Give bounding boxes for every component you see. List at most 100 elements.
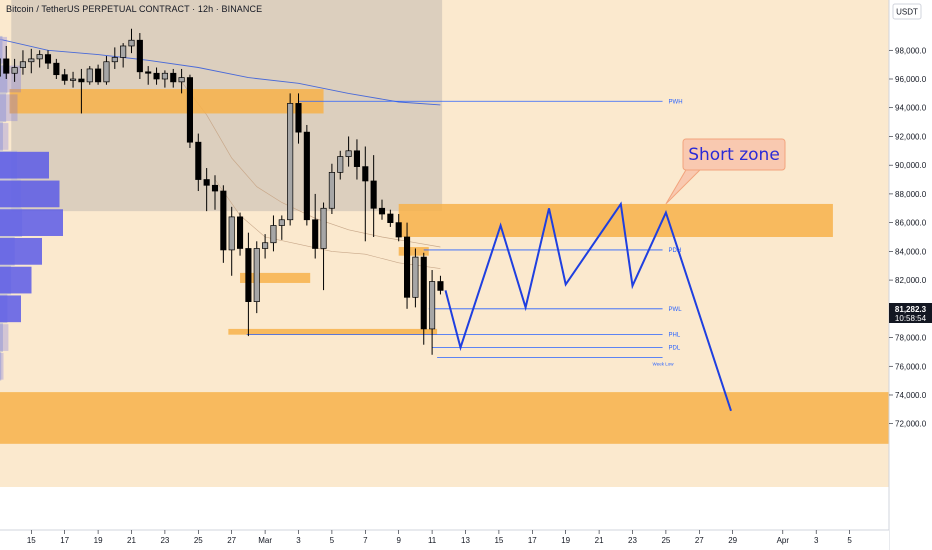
candle-body [245,248,252,302]
x-tick-label: 3 [296,536,301,545]
level-label: PDL [669,346,681,352]
candle-body [270,225,277,244]
candle-body [203,179,210,186]
zone-box-1 [398,203,833,237]
y-tick-label: 86,000.0 [895,219,927,228]
zone-box-5 [0,392,889,444]
candle-body [312,219,319,249]
x-tick-label: 27 [695,536,704,545]
level-label: PWH [669,99,683,105]
candle-body [44,54,52,64]
y-tick-label: 76,000.0 [895,362,927,371]
candle-body [420,256,427,330]
candle-body [303,131,310,221]
x-tick-label: 5 [847,536,852,545]
candle-body [3,58,10,74]
volume-profile-bar [0,36,7,64]
candle-body [353,150,361,167]
candle-body [136,39,143,73]
volume-profile-bar-grey [0,93,7,123]
x-tick-label: 27 [227,536,236,545]
x-tick-label: 3 [814,536,819,545]
volume-profile-bar-grey [0,122,3,151]
candle-body [237,216,244,249]
last-price-tag [889,303,932,323]
x-tick-label: 21 [595,536,604,545]
candle-body [412,256,419,298]
candle-body [145,71,152,74]
currency-label: USDT [896,8,918,17]
zone-box-4 [228,328,438,335]
y-tick-label: 98,000.0 [895,46,927,55]
volume-profile-bar [0,151,49,179]
candle-body [211,184,219,192]
last-price-value: 81,282.3 [895,305,927,314]
moving-average-line [0,38,441,106]
candle-body [120,45,127,58]
volume-profile-bar-grey [0,323,3,352]
candle-body [370,180,377,209]
candle-body [103,61,110,83]
candle-body [278,219,285,226]
level-label: PWL [669,307,683,313]
candle-body [387,213,394,223]
projection-path [444,201,732,412]
volume-profile-bar [0,180,60,208]
candle-body [69,78,77,81]
volume-profile-bar [0,266,32,294]
callout-box[interactable] [682,138,786,171]
candle-body [429,281,436,330]
y-tick-label: 82,000.0 [895,276,927,285]
time-axis[interactable] [0,530,889,550]
last-price-countdown: 10:58:54 [895,314,927,323]
candle-body [153,72,160,80]
zone-box-3 [398,247,429,256]
y-tick-label: 96,000.0 [895,75,927,84]
y-tick-label: 94,000.0 [895,104,927,113]
candle-body [128,39,135,47]
volume-profile-bar [0,237,42,265]
candle-body [404,236,411,298]
plot-bottom-band [0,487,889,530]
y-tick-label: 78,000.0 [895,334,927,343]
x-tick-label: 29 [728,536,737,545]
candle-body [437,281,444,291]
x-tick-label: Apr [777,536,790,545]
x-tick-label: 11 [428,536,437,545]
price-axis[interactable] [889,0,932,550]
currency-badge[interactable] [892,3,922,20]
candle-body [186,77,194,143]
y-tick-label: 74,000.0 [895,391,927,400]
volume-profile-bar [0,65,21,93]
candle-body [320,207,327,249]
x-tick-label: 25 [661,536,670,545]
candle-body [0,58,1,77]
candle-body [262,242,269,249]
volume-profile-bar [0,295,21,323]
candle-body [178,77,185,83]
x-tick-label: 23 [160,536,169,545]
volume-profile-bar [0,94,18,122]
candle-body [295,103,302,133]
candle-body [95,68,102,83]
volume-profile-bar [0,324,9,351]
candle-body [195,141,202,180]
volume-profile-bar-grey [0,351,2,381]
candle-body [220,190,227,251]
candle-body [287,103,294,221]
candle-body [78,78,85,83]
x-tick-label: 15 [27,536,36,545]
level-label: PDH [669,248,682,254]
x-tick-label: 5 [330,536,335,545]
x-tick-label: 13 [461,536,470,545]
zone-box-0 [9,89,324,114]
candle-body [328,172,335,209]
volume-profile-bar [0,209,63,236]
callout-text: Short zone [688,145,780,165]
candle-body [86,68,93,83]
volume-profile-bar [0,123,9,150]
candle-body [170,72,177,83]
candle-body [253,248,260,302]
candle-body [61,74,68,81]
